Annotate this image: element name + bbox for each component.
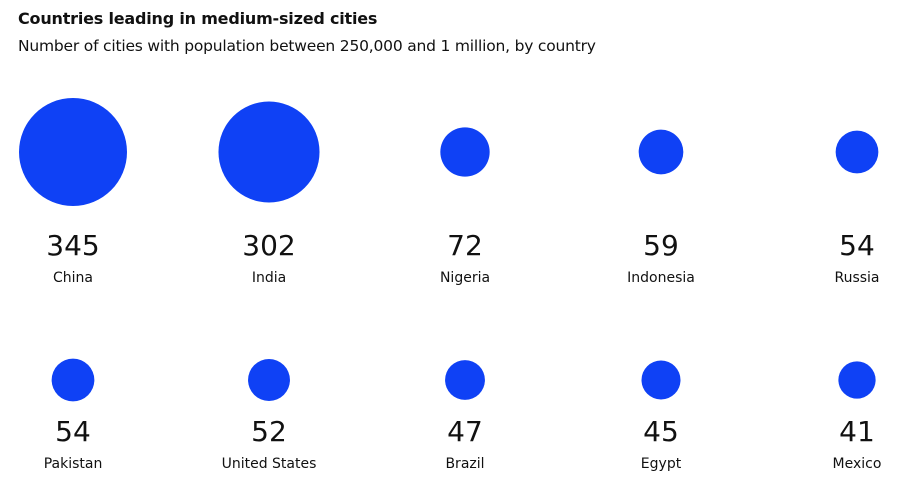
- bubble-pakistan: [51, 358, 95, 402]
- value-label-india: 302: [242, 229, 295, 262]
- bubble-united-states: [248, 359, 290, 401]
- category-label-china: China: [53, 270, 93, 286]
- category-label-pakistan: Pakistan: [44, 456, 103, 472]
- bubble-mexico: [838, 361, 876, 399]
- category-label-indonesia: Indonesia: [627, 270, 695, 286]
- bubble-russia: [835, 130, 879, 174]
- bubble-egypt: [641, 360, 681, 400]
- category-label-russia: Russia: [834, 270, 879, 286]
- value-label-nigeria: 72: [447, 229, 483, 262]
- category-label-mexico: Mexico: [833, 456, 882, 472]
- category-label-india: India: [252, 270, 286, 286]
- value-label-china: 345: [46, 229, 99, 262]
- bubble-india: [218, 101, 320, 203]
- bubble-indonesia: [638, 129, 684, 175]
- bubble-china: [19, 98, 127, 206]
- bubble-nigeria: [440, 127, 490, 177]
- value-label-brazil: 47: [447, 415, 483, 448]
- category-label-egypt: Egypt: [641, 456, 682, 472]
- bubble-brazil: [445, 360, 485, 400]
- chart-title: Countries leading in medium-sized cities: [18, 9, 378, 28]
- value-label-united-states: 52: [251, 415, 287, 448]
- category-label-united-states: United States: [222, 456, 317, 472]
- chart-subtitle: Number of cities with population between…: [18, 37, 596, 55]
- value-label-russia: 54: [839, 229, 875, 262]
- category-label-brazil: Brazil: [445, 456, 484, 472]
- value-label-pakistan: 54: [55, 415, 91, 448]
- value-label-egypt: 45: [643, 415, 679, 448]
- category-label-nigeria: Nigeria: [440, 270, 490, 286]
- value-label-mexico: 41: [839, 415, 875, 448]
- value-label-indonesia: 59: [643, 229, 679, 262]
